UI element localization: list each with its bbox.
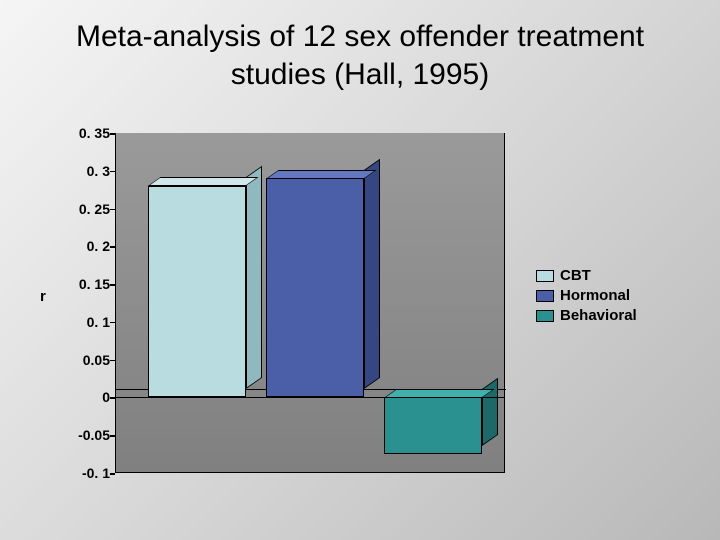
plot-area — [115, 133, 505, 473]
plot-right-border — [504, 133, 506, 472]
y-tick-label: -0.05 — [55, 427, 110, 443]
y-tick-label: 0. 2 — [55, 238, 110, 254]
y-tick-mark — [110, 133, 115, 135]
legend-swatch — [536, 310, 554, 322]
y-tick-mark — [110, 473, 115, 475]
y-tick-mark — [110, 209, 115, 211]
y-tick-label: 0. 3 — [55, 163, 110, 179]
chart-container: r -0. 1 -0.05 0 0.05 0. 1 0. 15 0. 2 0. 25 0. 3 0… — [40, 123, 680, 503]
legend-label: Hormonal — [560, 287, 630, 304]
legend-swatch — [536, 290, 554, 302]
y-tick-label: 0 — [55, 389, 110, 405]
y-tick-label: -0. 1 — [55, 465, 110, 481]
y-tick-label: 0. 35 — [55, 125, 110, 141]
y-axis-label: r — [40, 288, 46, 305]
legend-item-cbt: CBT — [536, 267, 637, 284]
y-tick-label: 0. 25 — [55, 201, 110, 217]
y-tick-label: 0. 15 — [55, 276, 110, 292]
legend-label: Behavioral — [560, 307, 637, 324]
y-tick-label: 0.05 — [55, 352, 110, 368]
y-tick-mark — [110, 360, 115, 362]
y-tick-mark — [110, 322, 115, 324]
y-tick-mark — [110, 435, 115, 437]
zero-line — [116, 397, 505, 398]
legend-item-behavioral: Behavioral — [536, 307, 637, 324]
y-tick-label: 0. 1 — [55, 314, 110, 330]
legend: CBT Hormonal Behavioral — [530, 258, 643, 333]
legend-swatch — [536, 270, 554, 282]
y-tick-mark — [110, 397, 115, 399]
chart-title: Meta-analysis of 12 sex offender treatme… — [0, 0, 720, 93]
y-tick-mark — [110, 246, 115, 248]
legend-item-hormonal: Hormonal — [536, 287, 637, 304]
y-tick-mark — [110, 284, 115, 286]
legend-label: CBT — [560, 267, 591, 284]
y-tick-mark — [110, 171, 115, 173]
